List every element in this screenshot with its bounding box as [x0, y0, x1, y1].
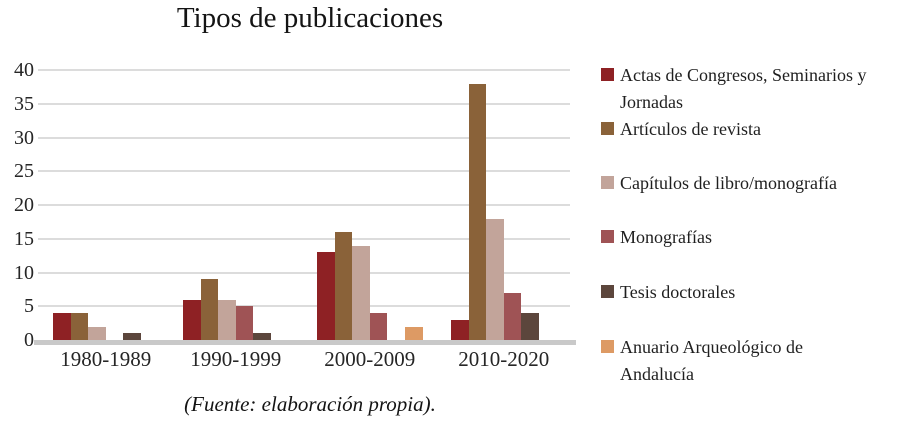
bar-1980-1989-series-1	[70, 313, 89, 340]
bar-2010-2020-series-1	[468, 83, 487, 340]
bar-2010-2020-series-2	[486, 218, 504, 340]
legend-item: Monografías	[601, 224, 880, 251]
y-tick-label: 25	[14, 160, 34, 183]
y-tick-label: 30	[14, 126, 34, 149]
x-tick-label: 1990-1999	[190, 347, 282, 371]
bar-2000-2009-series-5	[405, 326, 423, 340]
x-tick-label: 1980-1989	[60, 347, 152, 371]
bar-1990-1999-series-3	[235, 306, 254, 340]
bar-1990-1999-series-4	[253, 333, 271, 340]
bar-1990-1999-series-1	[200, 279, 219, 340]
gridline	[38, 204, 570, 206]
legend-swatch-icon	[601, 340, 614, 353]
y-tick-label: 10	[14, 261, 34, 284]
bar-2000-2009-series-0	[317, 252, 335, 340]
legend-label: Capítulos de libro/monografía	[620, 173, 837, 193]
bar-2000-2009-series-3	[369, 313, 388, 340]
bar-1980-1989-series-4	[123, 333, 141, 340]
legend-label: Monografías	[620, 227, 712, 247]
y-tick-label: 0	[24, 329, 34, 351]
x-tick-label: 2010-2020	[458, 347, 550, 371]
bar-2000-2009-series-2	[352, 245, 370, 340]
bar-1980-1989-series-2	[88, 326, 106, 340]
legend-swatch-icon	[601, 176, 614, 189]
y-tick-label: 15	[14, 227, 34, 250]
x-tick-label: 2000-2009	[324, 347, 416, 371]
y-tick-label: 40	[14, 59, 34, 81]
legend: Actas de Congresos, Seminarios y Jornada…	[601, 0, 899, 424]
x-axis-baseline	[34, 340, 576, 345]
legend-label: Tesis doctorales	[620, 282, 736, 302]
bar-2000-2009-series-1	[334, 232, 353, 340]
gridline	[38, 237, 570, 240]
legend-item: Capítulos de libro/monografía	[601, 170, 880, 197]
x-axis: 1980-1989 1990-1999 2000-2009 2010-2020	[38, 347, 570, 375]
legend-swatch-icon	[601, 122, 614, 135]
y-tick-label: 35	[14, 92, 34, 115]
bar-2010-2020-series-4	[521, 313, 539, 340]
legend-item: Tesis doctorales	[601, 279, 880, 306]
gridline	[38, 271, 570, 274]
chart-title: Tipos de publicaciones	[176, 2, 444, 34]
bar-1990-1999-series-2	[218, 299, 236, 340]
source-note: (Fuente: elaboración propia).	[184, 392, 436, 416]
bar-2010-2020-series-0	[451, 319, 469, 340]
legend-swatch-icon	[601, 68, 614, 81]
legend-item: Artículos de revista	[601, 116, 880, 143]
y-axis: 0 5 10 15 20 25 30 35 40	[2, 59, 34, 351]
legend-label: Artículos de revista	[620, 119, 761, 139]
legend-label: Actas de Congresos, Seminarios y Jornada…	[620, 65, 867, 112]
bar-2010-2020-series-3	[503, 292, 522, 340]
gridline	[38, 102, 570, 105]
y-tick-label: 5	[24, 295, 34, 318]
gridline	[38, 305, 570, 308]
legend-item: Anuario Arqueológico de Andalucía	[601, 334, 880, 388]
gridline	[38, 69, 570, 71]
bar-1990-1999-series-0	[183, 299, 201, 340]
legend-swatch-icon	[601, 285, 614, 298]
gridline	[38, 136, 570, 139]
legend-item: Actas de Congresos, Seminarios y Jornada…	[601, 62, 880, 116]
plot-area	[34, 69, 576, 345]
legend-swatch-icon	[601, 230, 614, 243]
legend-label: Anuario Arqueológico de Andalucía	[620, 337, 803, 384]
y-tick-label: 20	[14, 194, 34, 216]
gridline	[38, 170, 570, 173]
bar-1980-1989-series-0	[53, 313, 71, 340]
